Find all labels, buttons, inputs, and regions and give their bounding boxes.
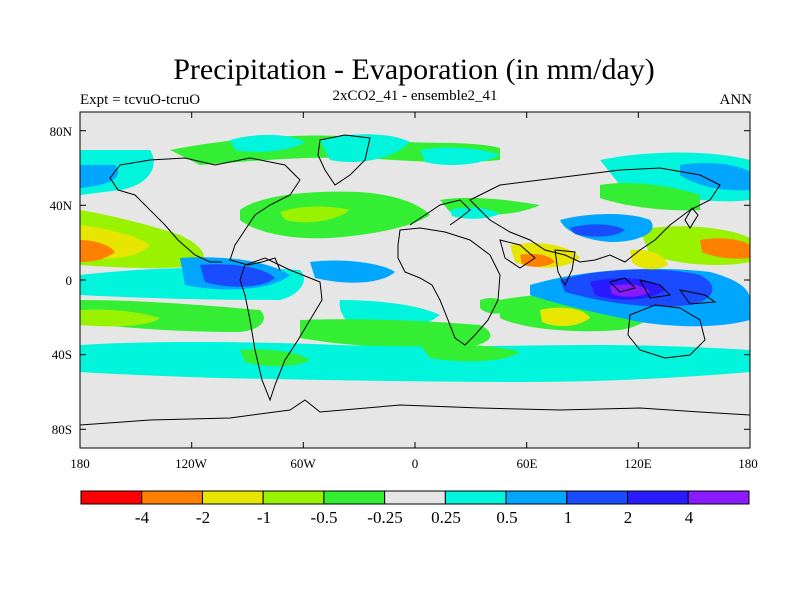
experiment-label: Expt = tcvuO-tcruO <box>80 92 201 108</box>
colorbar-swatch <box>566 490 629 505</box>
lat-label-40s: 40S <box>51 347 72 362</box>
colorbar-swatch <box>141 490 203 505</box>
coastlines <box>80 134 750 426</box>
lon-label-180w: 180 <box>70 456 90 471</box>
colorbar-swatch <box>444 490 507 505</box>
lon-label-180e: 180 <box>738 456 758 471</box>
lon-label-120e: 120E <box>624 456 652 471</box>
colorbar-swatch <box>505 490 568 505</box>
colorbar-label: -0.5 <box>310 508 338 527</box>
colorbar-label: -0.25 <box>367 508 403 527</box>
lon-label-60w: 60W <box>290 456 316 471</box>
colorbar-swatch <box>262 490 325 505</box>
colorbar-label: -1 <box>256 508 272 527</box>
map-panel <box>80 112 750 448</box>
colorbar-swatch <box>384 490 446 505</box>
lat-label-80s: 80S <box>51 422 72 437</box>
colorbar-swatch <box>80 490 143 505</box>
run-label: 2xCO2_41 - ensemble2_41 <box>332 88 498 104</box>
colorbar-swatch <box>687 490 750 505</box>
lon-label-60e: 60E <box>516 456 538 471</box>
colorbar-swatch <box>627 490 689 505</box>
colorbar-label: 0.25 <box>431 508 461 527</box>
colorbar-label: 4 <box>684 508 694 527</box>
lat-label-80n: 80N <box>49 124 72 139</box>
colorbar-label: 2 <box>623 508 633 527</box>
season-label: ANN <box>719 92 753 108</box>
colorbar <box>80 490 750 505</box>
colorbar-label: -2 <box>195 508 211 527</box>
lon-label-0: 0 <box>411 456 419 471</box>
colorbar-swatch <box>201 490 264 505</box>
colorbar-label: 1 <box>563 508 573 527</box>
colorbar-label: 0.5 <box>496 508 518 527</box>
lat-label-40n: 40N <box>49 198 72 213</box>
axis-ticks <box>80 112 750 448</box>
colorbar-label: -4 <box>134 508 150 527</box>
colorbar-swatch <box>323 490 386 505</box>
map-title: Precipitation - Evaporation (in mm/day) <box>173 53 655 86</box>
lat-label-0: 0 <box>65 273 73 288</box>
lon-label-120w: 120W <box>175 456 207 471</box>
